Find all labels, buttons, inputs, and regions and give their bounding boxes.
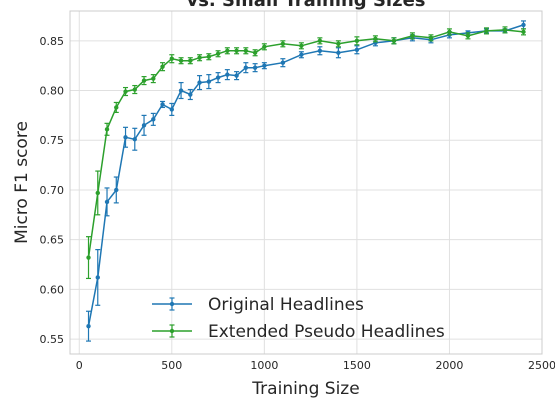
data-point xyxy=(336,50,341,55)
data-point xyxy=(160,102,165,107)
data-point xyxy=(188,58,193,63)
data-point xyxy=(151,76,156,81)
data-point xyxy=(104,127,110,132)
grid-layer xyxy=(70,11,543,354)
legend-entry-2: Extended Pseudo Headlines xyxy=(152,322,445,342)
series-2 xyxy=(86,26,526,280)
x-tick-label: 500 xyxy=(161,359,182,372)
data-point xyxy=(252,65,258,70)
x-tick-label: 1500 xyxy=(343,359,371,372)
data-point xyxy=(354,47,360,52)
data-point xyxy=(197,80,202,85)
data-point xyxy=(299,43,304,48)
y-tick-label: 0.65 xyxy=(40,234,65,247)
data-point xyxy=(252,50,258,55)
data-point xyxy=(215,75,221,80)
chart-title-group: vs. Small Training Sizes xyxy=(186,0,425,11)
data-point xyxy=(243,65,249,70)
data-point xyxy=(502,27,508,33)
data-point xyxy=(225,72,230,77)
x-tick-label: 1000 xyxy=(250,359,278,372)
x-tick-label: 2000 xyxy=(435,359,463,372)
data-point xyxy=(465,33,471,39)
data-point xyxy=(280,41,286,47)
data-point xyxy=(234,73,239,78)
data-point xyxy=(178,58,184,63)
data-point xyxy=(123,89,128,94)
data-point xyxy=(114,105,119,110)
data-point xyxy=(373,36,378,42)
data-point xyxy=(447,29,452,35)
legend-marker xyxy=(169,301,175,307)
data-point xyxy=(104,199,110,205)
data-point xyxy=(243,48,249,53)
data-point xyxy=(141,123,147,128)
legend-marker xyxy=(169,328,175,334)
data-point xyxy=(428,35,434,41)
x-axis-label: Training Size xyxy=(251,379,359,399)
series-layer xyxy=(86,20,526,342)
y-tick-label: 0.75 xyxy=(40,134,65,147)
data-point xyxy=(123,135,128,140)
data-point xyxy=(188,92,193,97)
data-point xyxy=(280,60,286,65)
data-point xyxy=(215,51,221,56)
data-point xyxy=(197,55,202,60)
data-point xyxy=(169,107,175,112)
plot-background xyxy=(70,11,542,354)
data-point xyxy=(206,54,212,59)
data-point xyxy=(234,48,239,53)
data-point xyxy=(262,63,267,68)
legend-label: Extended Pseudo Headlines xyxy=(208,322,445,342)
x-tick-labels: 0 500 1000 1500 2000 2500 xyxy=(76,359,555,372)
data-point xyxy=(317,48,323,53)
data-point xyxy=(410,33,415,39)
y-tick-label: 0.60 xyxy=(40,283,65,296)
data-point xyxy=(521,29,526,35)
data-point xyxy=(86,255,91,260)
data-point xyxy=(262,44,267,49)
plot-frame xyxy=(69,10,543,355)
data-point xyxy=(391,38,397,44)
data-point xyxy=(151,117,156,122)
legend: Original Headlines Extended Pseudo Headli… xyxy=(152,295,445,342)
chart-title: vs. Small Training Sizes xyxy=(186,0,425,11)
data-point xyxy=(317,38,323,44)
legend-entry-1: Original Headlines xyxy=(152,295,364,315)
data-point xyxy=(206,79,212,84)
data-point xyxy=(95,275,100,280)
data-point xyxy=(114,187,119,193)
data-point xyxy=(336,41,341,47)
y-axis-label: Micro F1 score xyxy=(12,121,32,244)
series-line xyxy=(87,24,524,327)
y-tick-labels: 0.55 0.60 0.65 0.70 0.75 0.80 0.85 xyxy=(40,35,65,346)
data-point xyxy=(521,22,526,28)
y-tick-label: 0.70 xyxy=(40,184,65,197)
series-line xyxy=(87,29,524,258)
data-point xyxy=(484,28,489,34)
x-tick-label: 0 xyxy=(76,359,83,372)
legend-label: Original Headlines xyxy=(208,295,364,315)
data-point xyxy=(132,87,137,92)
y-tick-label: 0.85 xyxy=(40,35,65,48)
y-tick-label: 0.55 xyxy=(40,333,65,346)
data-point xyxy=(86,323,91,329)
data-point xyxy=(95,190,100,196)
data-point xyxy=(354,38,360,44)
data-point xyxy=(132,137,137,142)
data-point xyxy=(299,52,304,57)
data-point xyxy=(169,56,175,61)
data-point xyxy=(141,78,147,83)
data-point xyxy=(225,48,230,53)
data-point xyxy=(160,64,165,69)
y-tick-label: 0.80 xyxy=(40,85,65,98)
data-point xyxy=(178,88,184,93)
x-tick-label: 2500 xyxy=(528,359,555,372)
